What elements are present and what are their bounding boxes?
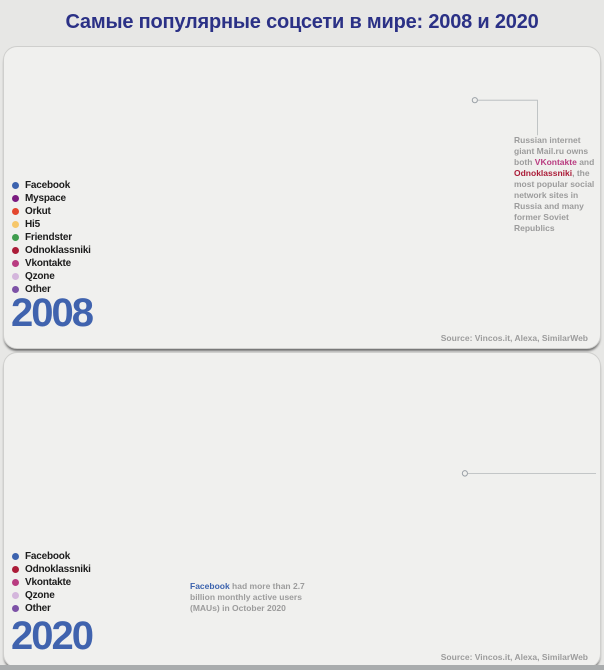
legend-item-odnoklassniki: Odnoklassniki [12, 244, 91, 257]
legend-label: Myspace [25, 193, 66, 204]
source-2008: Source: Vincos.it, Alexa, SimilarWeb [440, 333, 588, 343]
map-card-2020: Facebook Odnoklassniki Vkontakte Qzone Other… [3, 352, 601, 668]
annotation-highlight-vkontakte: VKontakte [534, 157, 577, 168]
legend-dot-qzone [12, 273, 19, 280]
legend-label: Vkontakte [25, 577, 71, 588]
legend-dot-other [12, 605, 19, 612]
legend-2008: Facebook Myspace Orkut Hi5 Friendster Odnokla… [12, 179, 91, 296]
legend-label: Odnoklassniki [25, 564, 91, 575]
legend-label: Facebook [25, 551, 71, 562]
legend-label: Orkut [25, 206, 51, 217]
annotation-text: , the most popular social network sites … [514, 168, 595, 234]
legend-item-vkontakte: Vkontakte [12, 257, 91, 270]
legend-dot-myspace [12, 195, 19, 202]
legend-item-other: Other [12, 283, 91, 296]
legend-item-facebook: Facebook [12, 179, 91, 192]
legend-label: Odnoklassniki [25, 245, 91, 256]
legend-label: Other [25, 284, 51, 295]
legend-dot-odnoklassniki [12, 566, 19, 573]
legend-item-hi5: Hi5 [12, 218, 91, 231]
source-2020: Source: Vincos.it, Alexa, SimilarWeb [440, 652, 588, 662]
legend-item-orkut: Orkut [12, 205, 91, 218]
legend-dot-facebook [12, 182, 19, 189]
legend-dot-vkontakte [12, 579, 19, 586]
legend-item-vkontakte: Vkontakte [12, 576, 91, 589]
legend-label: Friendster [25, 232, 72, 243]
annotation-highlight-facebook: Facebook [190, 581, 230, 591]
annotation-text: had more than 2.7 billion monthly active… [190, 581, 305, 614]
annotation-2020: Facebook had more than 2.7 billion month… [190, 581, 314, 614]
annotation-text: Russian internet giant Mail.ru owns both [514, 135, 589, 168]
russia-callout-line [471, 97, 538, 136]
legend-label: Qzone [25, 271, 55, 282]
legend-2020: Facebook Odnoklassniki Vkontakte Qzone Other [12, 550, 91, 615]
legend-item-facebook: Facebook [12, 550, 91, 563]
annotation-2008: Russian internet giant Mail.ru owns both… [514, 135, 600, 234]
legend-dot-facebook [12, 553, 19, 560]
legend-item-friendster: Friendster [12, 231, 91, 244]
year-label-2020: 2020 [11, 614, 94, 658]
legend-label: Other [25, 603, 51, 614]
legend-dot-vkontakte [12, 260, 19, 267]
world-map-2020 [461, 470, 597, 477]
legend-item-qzone: Qzone [12, 270, 91, 283]
legend-label: Facebook [25, 180, 71, 191]
legend-label: Vkontakte [25, 258, 71, 269]
legend-item-odnoklassniki: Odnoklassniki [12, 563, 91, 576]
legend-item-other: Other [12, 602, 91, 615]
page-title: Самые популярные соцсети в мире: 2008 и … [65, 11, 539, 33]
bottom-strip [0, 665, 604, 670]
legend-dot-other [12, 286, 19, 293]
legend-label: Qzone [25, 590, 55, 601]
legend-dot-hi5 [12, 221, 19, 228]
year-label-2008: 2008 [11, 291, 94, 335]
annotation-text: and [576, 157, 595, 168]
legend-dot-qzone [12, 592, 19, 599]
legend-item-myspace: Myspace [12, 192, 91, 205]
china-callout-line [461, 470, 597, 477]
legend-dot-friendster [12, 234, 19, 241]
legend-item-qzone: Qzone [12, 589, 91, 602]
map-card-2008: Facebook Myspace Orkut Hi5 Friendster Odnokla… [3, 46, 601, 349]
legend-dot-odnoklassniki [12, 247, 19, 254]
annotation-highlight-odnoklassniki: Odnoklassniki [514, 168, 573, 179]
legend-label: Hi5 [25, 219, 40, 230]
legend-dot-orkut [12, 208, 19, 215]
world-map-2008 [471, 97, 538, 136]
